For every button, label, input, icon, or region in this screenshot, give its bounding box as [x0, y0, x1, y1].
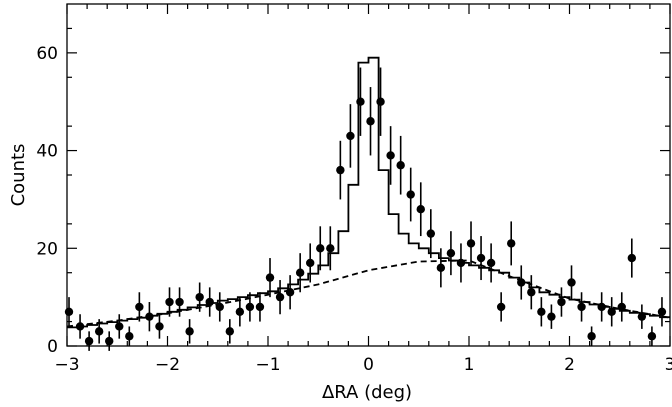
- y-tick-label: 60: [36, 44, 58, 64]
- data-point: [366, 117, 375, 126]
- y-tick-label: 0: [47, 337, 58, 357]
- data-point: [426, 229, 436, 238]
- data-point: [587, 332, 596, 341]
- data-point: [115, 322, 124, 331]
- data-point: [235, 307, 245, 316]
- data-point: [597, 302, 606, 312]
- data-point: [416, 205, 425, 214]
- data-point: [527, 288, 536, 297]
- data-point: [356, 97, 365, 106]
- data-point: [94, 327, 104, 336]
- x-tick-label: 0: [363, 355, 374, 375]
- data-point: [75, 322, 85, 331]
- data-point: [336, 165, 345, 175]
- data-point: [255, 302, 265, 312]
- data-point: [466, 239, 476, 248]
- y-tick-label: 40: [36, 142, 58, 162]
- data-point: [205, 297, 214, 307]
- data-point: [225, 327, 235, 336]
- data-point: [617, 302, 626, 312]
- data-point: [647, 332, 657, 341]
- data-point: [657, 307, 667, 316]
- data-point: [346, 131, 355, 141]
- data-point: [517, 278, 526, 287]
- data-point: [386, 151, 395, 160]
- data-point: [185, 327, 194, 336]
- data-point: [215, 302, 224, 312]
- data-point: [275, 292, 285, 302]
- data-point: [316, 244, 325, 253]
- x-tick-label: −3: [54, 355, 79, 375]
- x-tick-label: −1: [255, 355, 280, 375]
- data-point: [245, 302, 255, 312]
- data-point: [547, 312, 556, 321]
- data-point: [326, 244, 335, 253]
- data-point: [265, 273, 275, 282]
- y-axis-label: Counts: [8, 144, 29, 207]
- data-point: [135, 302, 144, 312]
- data-point: [637, 312, 647, 321]
- x-tick-label: 1: [464, 355, 475, 375]
- data-point: [537, 307, 546, 316]
- data-point: [446, 248, 456, 258]
- y-tick-label: 20: [36, 239, 58, 259]
- x-axis-label: ΔRA (deg): [322, 382, 412, 403]
- data-point: [607, 307, 616, 316]
- data-point: [507, 239, 516, 248]
- data-point: [627, 253, 637, 263]
- data-point: [175, 297, 184, 307]
- data-point: [406, 190, 415, 199]
- plot-area: [64, 56, 671, 351]
- data-point: [295, 268, 305, 277]
- data-point: [125, 332, 134, 341]
- data-point: [567, 278, 576, 287]
- model-step-histogram: [67, 56, 670, 329]
- x-tick-label: −2: [155, 355, 180, 375]
- data-point: [64, 307, 74, 316]
- data-point: [376, 97, 385, 106]
- axes: −3 −2 −1 0 1 2 3 0 20 40 60: [36, 4, 672, 375]
- data-point: [195, 292, 204, 302]
- data-point: [155, 322, 164, 331]
- data-point: [285, 288, 295, 297]
- data-point: [456, 258, 466, 268]
- data-point: [396, 161, 405, 170]
- plot-frame: [66, 3, 671, 347]
- data-point: [84, 336, 94, 346]
- x-tick-label: 3: [665, 355, 672, 375]
- data-point: [436, 263, 446, 273]
- data-point: [486, 258, 496, 268]
- data-point: [476, 253, 486, 263]
- data-point: [577, 302, 586, 312]
- data-point: [145, 312, 154, 321]
- x-tick-label: 2: [564, 355, 575, 375]
- data-point: [496, 302, 506, 312]
- data-point: [105, 336, 114, 346]
- data-point: [557, 297, 566, 307]
- data-point: [306, 258, 315, 268]
- data-point: [165, 297, 174, 307]
